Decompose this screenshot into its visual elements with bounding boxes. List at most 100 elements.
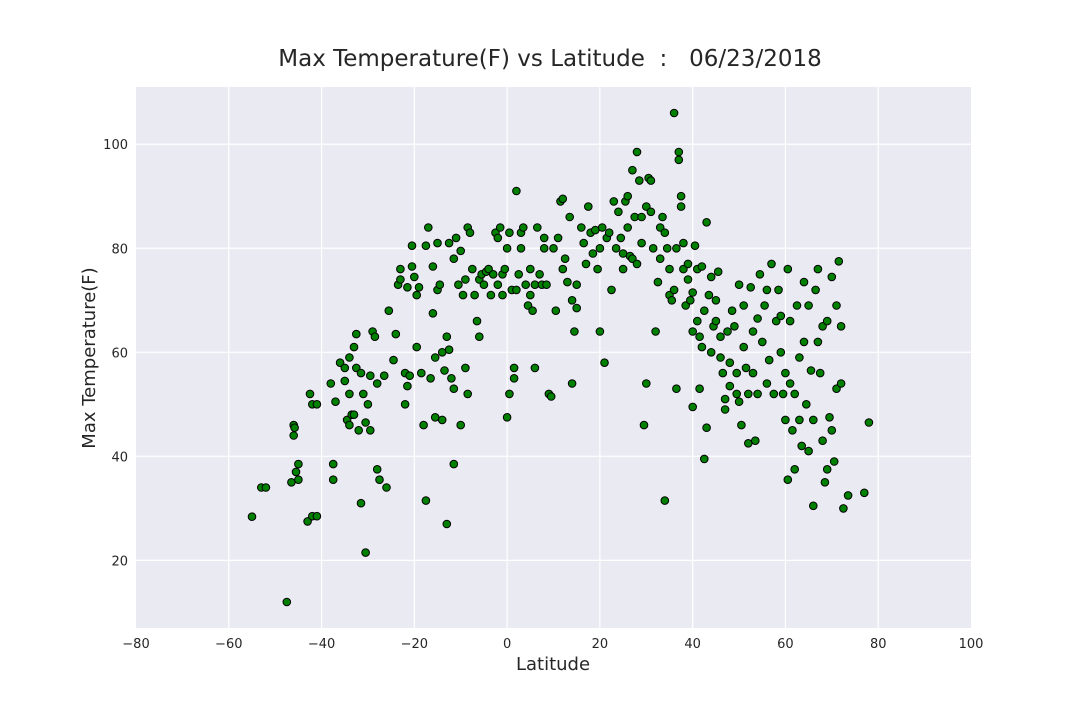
data-point [829, 457, 839, 466]
data-point [261, 483, 271, 492]
data-point [563, 277, 572, 287]
data-point [827, 272, 837, 282]
data-point [646, 176, 656, 185]
data-point [465, 228, 475, 237]
data-point [426, 374, 435, 383]
data-point [352, 363, 361, 373]
data-point [526, 290, 535, 300]
data-point [519, 223, 528, 232]
data-point [282, 597, 292, 607]
data-point [326, 379, 336, 388]
y-tick-label: 100 [103, 138, 128, 153]
data-point [744, 439, 753, 448]
data-point [737, 420, 746, 430]
data-point [700, 454, 709, 464]
data-point [748, 368, 758, 378]
data-point [683, 259, 693, 269]
data-point [676, 191, 686, 201]
data-point [836, 322, 846, 331]
data-point [502, 244, 512, 253]
data-point [454, 280, 463, 290]
data-point [407, 241, 417, 250]
data-point [570, 327, 579, 336]
data-point [468, 264, 477, 274]
data-point [363, 400, 373, 409]
data-point [616, 233, 626, 243]
data-point [461, 275, 470, 284]
y-axis-label: Max Temperature(F) [79, 267, 100, 448]
data-point [723, 327, 732, 336]
data-point [688, 402, 698, 412]
data-point [509, 374, 519, 383]
data-point [516, 244, 526, 253]
data-point [635, 176, 644, 185]
data-point [658, 212, 667, 222]
data-point [389, 355, 398, 365]
data-point [493, 280, 503, 290]
data-point [762, 379, 772, 388]
data-point [797, 441, 807, 451]
data-point [512, 285, 521, 295]
data-point [611, 244, 621, 253]
y-tick-label: 20 [111, 554, 128, 569]
data-point [521, 280, 531, 290]
x-tick-label: 80 [870, 637, 887, 652]
data-point [312, 511, 322, 521]
data-point [813, 264, 823, 274]
data-point [774, 285, 783, 295]
data-point [361, 548, 370, 557]
data-point [706, 272, 716, 282]
data-point [669, 285, 679, 295]
data-point [565, 212, 575, 222]
data-point [839, 504, 848, 513]
data-point [539, 244, 549, 253]
data-point [597, 223, 607, 232]
data-point [600, 358, 609, 368]
data-point [628, 165, 637, 175]
data-point [811, 285, 820, 295]
data-point [312, 400, 322, 409]
data-point [500, 264, 510, 274]
data-point [693, 316, 702, 326]
data-point [674, 147, 684, 157]
data-point [560, 254, 570, 264]
data-point [382, 483, 391, 492]
data-point [444, 345, 454, 355]
data-point [549, 244, 558, 253]
data-point [795, 353, 804, 362]
x-tick-label: −60 [215, 637, 242, 652]
data-point [623, 191, 633, 201]
y-tick-label: 80 [111, 242, 128, 257]
data-point [479, 280, 489, 290]
data-point [456, 246, 466, 256]
data-point [864, 418, 874, 427]
data-point [662, 244, 672, 253]
data-point [727, 306, 737, 316]
data-point [695, 332, 704, 342]
data-point [581, 259, 591, 269]
data-point [818, 436, 827, 446]
data-point [753, 314, 762, 323]
data-point [711, 296, 721, 305]
x-tick-label: 60 [777, 637, 794, 652]
data-point [305, 389, 315, 399]
data-point [498, 290, 507, 300]
data-point [421, 496, 431, 505]
data-point [815, 368, 825, 378]
data-point [725, 358, 735, 368]
data-point [375, 475, 384, 485]
data-point [551, 306, 561, 316]
data-point [461, 363, 470, 373]
x-axis-label: Latitude [516, 654, 590, 675]
data-point [349, 342, 359, 352]
data-point [746, 283, 756, 292]
x-tick-label: 0 [503, 637, 511, 652]
data-point [739, 301, 749, 310]
data-point [632, 147, 642, 157]
data-point [340, 376, 350, 386]
data-point [470, 290, 479, 300]
x-tick-label: 100 [959, 637, 984, 652]
data-point [417, 368, 426, 378]
data-point [702, 218, 711, 227]
